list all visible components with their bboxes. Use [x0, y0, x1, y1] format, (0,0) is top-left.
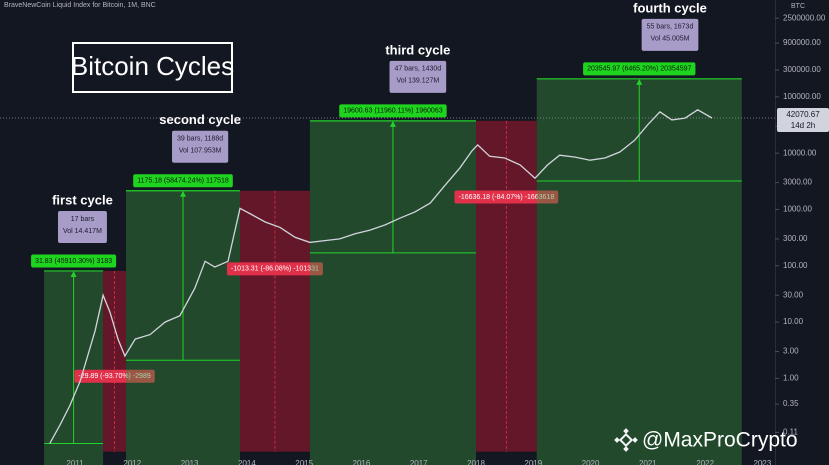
- rise-label-bg: [31, 254, 117, 268]
- info-text: Vol 107.953M: [179, 148, 222, 155]
- info-box: [172, 130, 229, 163]
- fall-label: -16636.18 (-84.07%) -1663618: [458, 194, 554, 201]
- info-text: 47 bars, 1430d: [395, 66, 442, 73]
- y-tick-label: 1000.00: [783, 205, 812, 214]
- cycle-name: third cycle: [385, 42, 450, 57]
- y-tick-label: 1.00: [783, 374, 799, 383]
- info-text: Vol 14.417M: [63, 228, 102, 235]
- title-box: [72, 42, 233, 93]
- x-tick-label: 2016: [353, 459, 371, 465]
- rise-label-bg: [583, 62, 696, 76]
- rise-label-bg: [339, 104, 447, 118]
- rise-label: 19600.63 (11960.11%) 1960063: [343, 108, 442, 115]
- rise-label-bg: [133, 174, 233, 188]
- chart-title: Bitcoin Cycles: [71, 51, 234, 81]
- info-box: [389, 60, 447, 93]
- y-tick-label: 300.00: [783, 234, 808, 243]
- arrow-head: [180, 190, 187, 197]
- x-tick-label: 2014: [238, 459, 256, 465]
- fall-label: -29.89 (-93.70%) -2989: [78, 373, 150, 380]
- y-tick-label: 100.00: [783, 261, 808, 270]
- x-tick-label: 2018: [467, 459, 485, 465]
- price-tag: 42070.67: [786, 110, 820, 119]
- y-tick-label: 300000.00: [783, 65, 821, 74]
- info-text: Vol 45.005M: [651, 36, 690, 43]
- x-tick-label: 2020: [582, 459, 600, 465]
- fall-label-bg: [74, 369, 155, 383]
- source: BraveNewCoin Liquid Index for Bitcoin, 1…: [4, 2, 156, 9]
- watermark-icon: [614, 428, 638, 452]
- info-text: 17 bars: [71, 216, 95, 223]
- y-tick-label: 30.00: [783, 290, 804, 299]
- y-tick-label: 2500000.00: [783, 13, 826, 22]
- x-tick-label: 2013: [181, 459, 199, 465]
- info-box: [57, 210, 107, 243]
- y-tick-label: 10.00: [783, 317, 804, 326]
- price-tag-bg: [777, 108, 829, 133]
- countdown: 14d 2h: [791, 121, 815, 130]
- rise-label: 203545.97 (6465.20%) 20354597: [587, 66, 691, 73]
- arrow-head: [636, 78, 643, 85]
- arrow-head: [70, 270, 77, 277]
- rise-label: 1175.18 (58474.24%) 117518: [137, 178, 229, 185]
- info-text: 39 bars, 1188d: [177, 136, 223, 143]
- x-tick-label: 2021: [639, 459, 657, 465]
- y-tick-label: 0.11: [783, 428, 799, 437]
- price-line: [49, 109, 713, 444]
- cycle-name: fourth cycle: [633, 0, 707, 15]
- y-tick-label: 3000.00: [783, 178, 812, 187]
- y-tick-label: 10000.00: [783, 148, 817, 157]
- info-box: [641, 18, 699, 51]
- y-tick-label: 0.35: [783, 399, 799, 408]
- x-tick-label: 2019: [524, 459, 542, 465]
- x-tick-label: 2015: [295, 459, 313, 465]
- info-text: 55 bars, 1673d: [647, 24, 694, 31]
- y-tick-label: 900000.00: [783, 38, 821, 47]
- y-tick-label: 3.00: [783, 347, 799, 356]
- x-tick-label: 2023: [753, 459, 771, 465]
- plot-area: 31.83 (45910.30%) 3183 -29.89 (-93.70%) -…: [0, 0, 775, 465]
- fall-label: -1013.31 (-86.08%) -101331: [231, 266, 319, 273]
- currency: BTC: [791, 3, 805, 10]
- watermark: @MaxProCrypto: [642, 429, 798, 452]
- cycle-name: first cycle: [52, 192, 113, 207]
- x-tick-label: 2017: [410, 459, 428, 465]
- x-tick-label: 2011: [66, 459, 84, 465]
- fall-label-bg: [454, 190, 559, 204]
- cycle-name: second cycle: [159, 112, 241, 127]
- x-tick-label: 2012: [123, 459, 141, 465]
- x-tick-label: 2022: [696, 459, 714, 465]
- fall-label-bg: [226, 262, 323, 276]
- rise-label: 31.83 (45910.30%) 3183: [35, 258, 112, 265]
- info-text: Vol 139.127M: [396, 78, 439, 85]
- arrow-head: [389, 120, 396, 127]
- y-tick-label: 100000.00: [783, 92, 821, 101]
